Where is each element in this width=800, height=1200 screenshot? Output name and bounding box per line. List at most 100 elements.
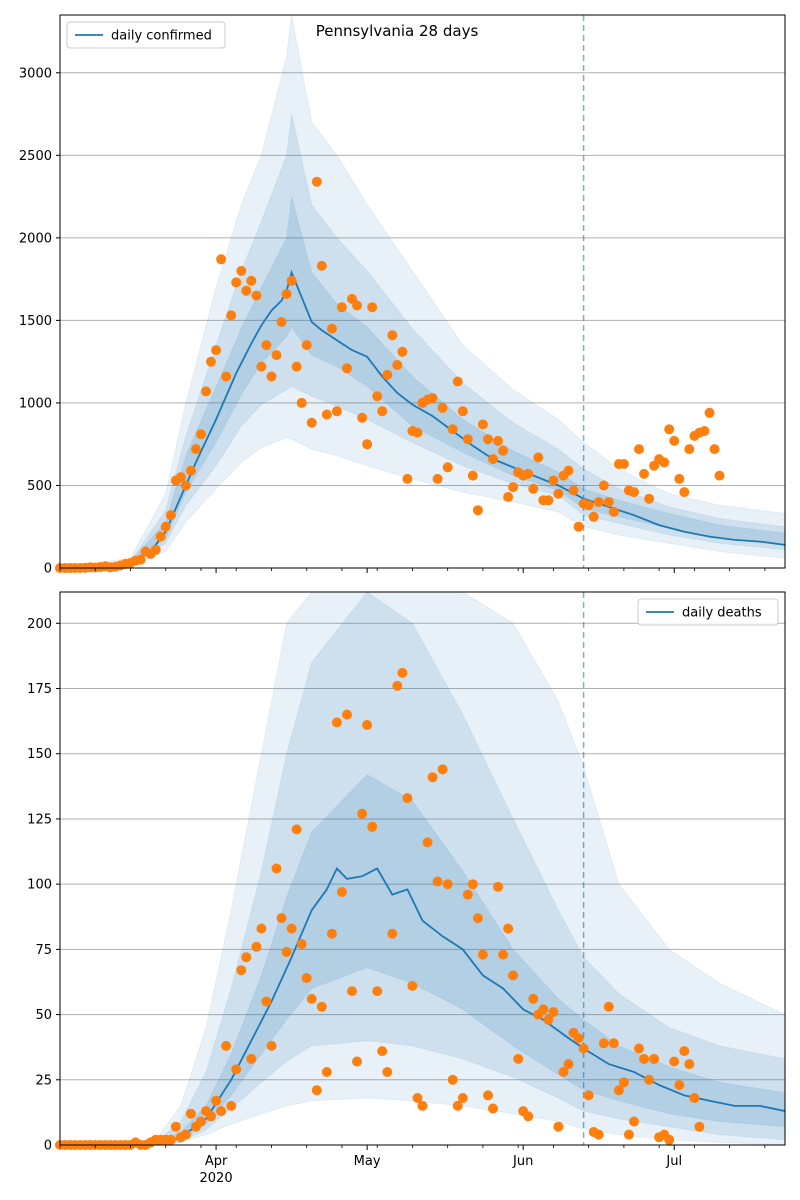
observed-point <box>387 330 398 341</box>
observed-point <box>447 424 458 435</box>
observed-point <box>432 473 443 484</box>
observed-point <box>226 1100 237 1111</box>
observed-point <box>402 793 413 804</box>
observed-point <box>201 386 211 397</box>
observed-point <box>467 470 478 481</box>
observed-point <box>216 1106 227 1117</box>
observed-point <box>196 429 206 440</box>
chart-title: Pennsylvania 28 days <box>316 22 479 40</box>
uncertainty-band <box>60 592 785 1145</box>
y-tick-label: 0 <box>44 562 52 577</box>
observed-point <box>241 285 252 296</box>
observed-point <box>674 473 685 484</box>
observed-point <box>352 1056 362 1067</box>
observed-point <box>331 406 342 417</box>
observed-point <box>402 473 413 484</box>
observed-point <box>598 1038 609 1049</box>
observed-point <box>221 1040 232 1051</box>
observed-point <box>271 863 282 874</box>
observed-point <box>296 939 307 950</box>
observed-point <box>583 500 594 511</box>
observed-point <box>326 928 337 939</box>
observed-point <box>180 1129 191 1140</box>
observed-point <box>452 376 463 387</box>
observed-point <box>377 1046 388 1057</box>
observed-point <box>261 996 272 1007</box>
observed-point <box>644 493 655 504</box>
observed-point <box>639 1053 649 1064</box>
deaths-panel: 0 25 50 75 100 125 150 175 200 Apr 2020 May Jun Jul da… <box>27 591 786 1186</box>
observed-point <box>372 986 383 997</box>
observed-point <box>190 444 201 455</box>
observed-point <box>674 1080 685 1090</box>
observed-point <box>457 406 468 417</box>
y-tick-label: 500 <box>27 479 52 494</box>
observed-point <box>367 302 378 313</box>
observed-point <box>704 407 715 418</box>
y-tick-label: 1500 <box>19 314 52 329</box>
observed-point <box>669 1056 680 1067</box>
uncertainty-bands <box>60 592 785 1145</box>
confirmed-panel: 0 500 1000 1500 2000 2500 3000 daily confirmed <box>19 14 786 577</box>
legend-label: daily confirmed <box>111 29 212 44</box>
observed-point <box>206 1111 216 1122</box>
axes-frame <box>59 14 786 569</box>
x-tick-label: Jun <box>512 1154 533 1169</box>
observed-point <box>206 356 216 367</box>
observed-point <box>533 452 544 463</box>
observed-point <box>291 824 302 835</box>
observed-point <box>634 1043 644 1054</box>
observed-point <box>276 913 287 924</box>
observed-point <box>336 887 347 897</box>
observed-point <box>347 986 357 997</box>
observed-point <box>382 369 393 380</box>
observed-point <box>316 1001 327 1012</box>
observed-point <box>236 265 247 276</box>
observed-point <box>639 468 649 479</box>
uncertainty-band <box>60 15 785 568</box>
observed-point <box>558 1067 569 1077</box>
observed-point <box>321 409 332 420</box>
observed-point <box>689 1093 700 1103</box>
uncertainty-band <box>60 773 785 1145</box>
observed-point <box>180 480 191 491</box>
observed-points <box>55 176 725 573</box>
observed-point <box>472 913 483 924</box>
observed-point <box>211 1095 222 1106</box>
legend-box <box>637 598 779 626</box>
y-tick-label: 75 <box>35 943 52 958</box>
observed-point <box>498 445 509 456</box>
observed-point <box>553 1121 564 1132</box>
observed-point <box>437 764 448 775</box>
y-tick-label: 50 <box>35 1008 52 1023</box>
observed-point <box>598 480 609 491</box>
observed-point <box>155 531 166 542</box>
observed-point <box>442 879 453 890</box>
observed-point <box>261 340 272 351</box>
observed-point <box>593 497 604 507</box>
y-tick-label: 175 <box>27 682 52 697</box>
uncertainty-band <box>60 113 785 568</box>
observed-point <box>281 289 292 299</box>
observed-point <box>664 1134 675 1145</box>
observed-point <box>256 361 267 372</box>
observed-point <box>629 1116 639 1127</box>
observed-point <box>266 371 277 382</box>
observed-point <box>226 310 237 321</box>
x-tick-sublabel: 2020 <box>200 1171 233 1186</box>
observed-point <box>483 1090 493 1101</box>
observed-point <box>256 923 267 934</box>
observed-point <box>221 371 232 382</box>
observed-point <box>306 993 317 1004</box>
observed-point <box>588 511 599 522</box>
legend-label: daily deaths <box>682 606 762 621</box>
observed-point <box>613 1085 624 1096</box>
observed-point <box>593 1129 604 1140</box>
observed-point <box>301 973 312 984</box>
observed-point <box>135 554 146 565</box>
uncertainty-band <box>60 196 785 568</box>
observed-point <box>412 427 423 438</box>
observed-points <box>55 667 705 1150</box>
observed-point <box>563 465 574 476</box>
